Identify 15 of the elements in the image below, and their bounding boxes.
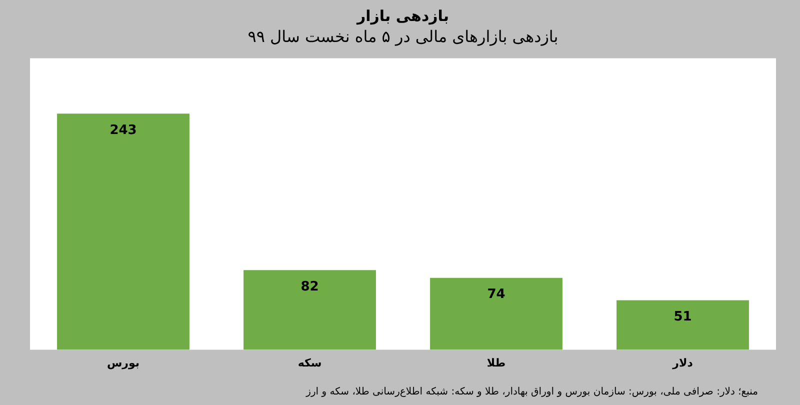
- bar: [616, 300, 749, 350]
- chart-title: بازدهی بازار: [356, 6, 450, 25]
- data-label: 243: [110, 122, 137, 138]
- data-label: 74: [487, 287, 506, 302]
- bar: [244, 270, 376, 350]
- bar: [57, 114, 190, 350]
- data-label: 82: [300, 279, 319, 294]
- x-tick-label: بورس: [106, 356, 140, 370]
- x-tick-label: سکه: [298, 356, 322, 370]
- chart-subtitle: بازدهی بازارهای مالی در ۵ ماه نخست سال ۹۹: [248, 26, 558, 46]
- bar: [430, 278, 562, 350]
- x-tick-label: دلار: [672, 356, 694, 370]
- text: منبع؛ دلار: صرافی ملی، بورس: سازمان بورس و اوراق بهادار، طلا و سکه: شبکه اطلاع‌رسانی طلا، سکه و ارز: [305, 386, 758, 398]
- x-tick-label: طلا: [486, 356, 506, 370]
- data-label: 51: [674, 310, 692, 325]
